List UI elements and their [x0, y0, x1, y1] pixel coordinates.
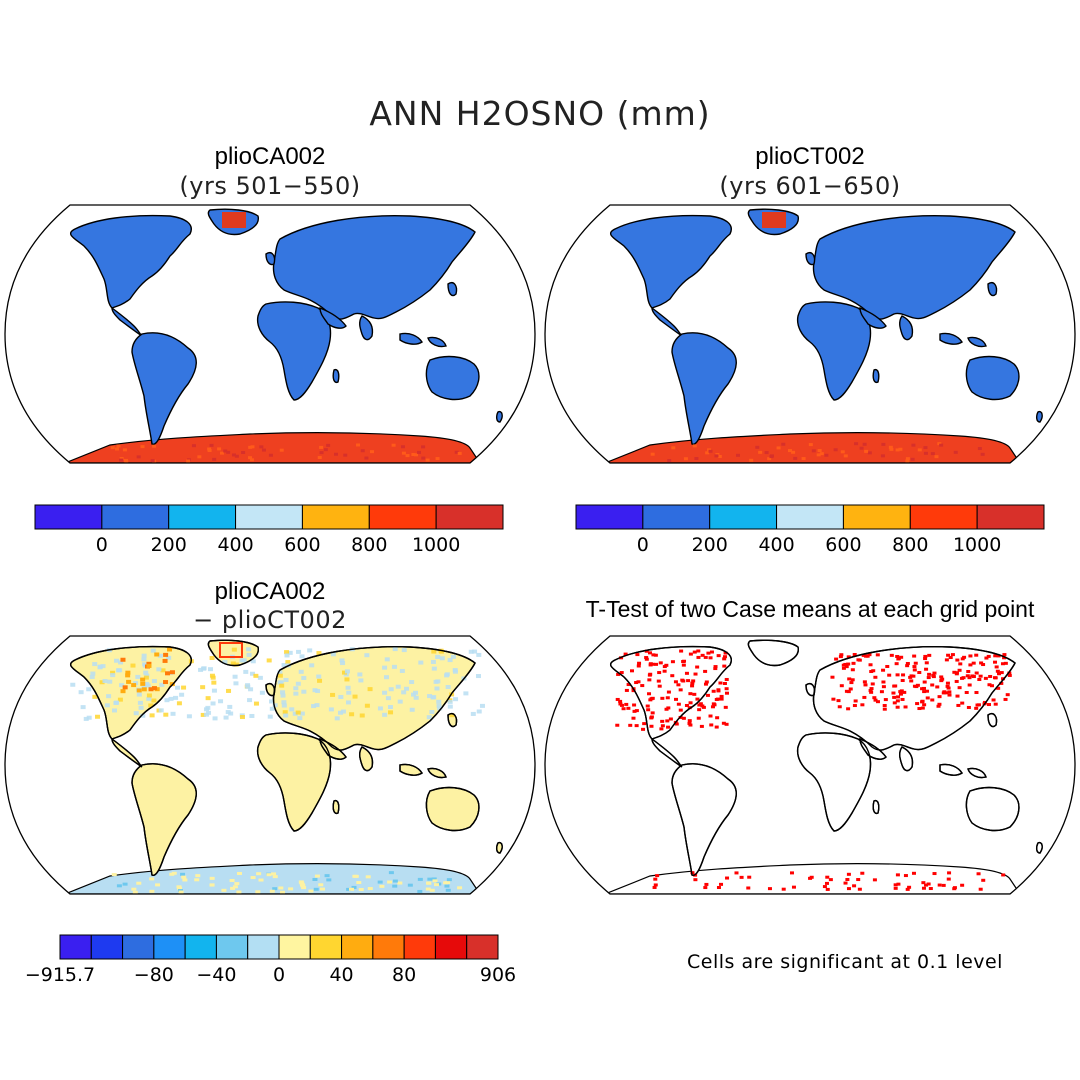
panel-bl-minus: − plioCT002 — [193, 606, 347, 634]
colorbar-swatch — [184, 934, 217, 960]
colorbar-label: 906 — [480, 964, 516, 986]
colorbar-swatch — [776, 504, 844, 530]
colorbar-swatch — [122, 934, 155, 960]
map-difference — [4, 635, 536, 895]
panel-tl-years: (yrs 501−550) — [179, 172, 361, 200]
colorbar-swatch — [403, 934, 436, 960]
colorbar-swatch — [168, 504, 237, 530]
colorbar-label: 600 — [825, 534, 861, 556]
colorbar-swatch — [153, 934, 186, 960]
colorbar-swatch — [101, 504, 170, 530]
panel-tr-years: (yrs 601−650) — [719, 172, 901, 200]
colorbar-swatch — [435, 504, 504, 530]
colorbar-swatch — [368, 504, 437, 530]
colorbar-swatch — [372, 934, 405, 960]
colorbar-label: 400 — [217, 534, 253, 556]
panel-tl-case: plioCA002 — [214, 143, 326, 170]
colorbar-top-right: 0 200 400 600 800 1000 — [575, 504, 1045, 556]
colorbar-swatch — [247, 934, 280, 960]
greenland-icecap — [762, 212, 786, 228]
colorbar-swatch — [235, 504, 303, 530]
colorbar-swatch — [34, 504, 103, 530]
colorbar-label: 800 — [351, 534, 387, 556]
colorbar-label: 0 — [637, 534, 649, 556]
colorbar-label: 40 — [329, 964, 353, 986]
colorbar-swatch — [59, 934, 92, 960]
colorbar-swatch — [709, 504, 778, 530]
colorbar-swatch — [341, 934, 374, 960]
figure-title: ANN H2OSNO (mm) — [369, 94, 711, 133]
colorbar-difference: −915.7 −80 −40 0 40 80 906 — [25, 934, 516, 986]
colorbar-label: 600 — [284, 534, 320, 556]
colorbar-label: 0 — [96, 534, 108, 556]
colorbar-top-left: 0 200 400 600 800 1000 — [34, 504, 504, 556]
colorbar-swatch — [575, 504, 644, 530]
colorbar-label: 400 — [758, 534, 794, 556]
colorbar-swatch — [976, 504, 1045, 530]
colorbar-swatch — [215, 934, 249, 960]
greenland-icecap — [222, 212, 246, 228]
colorbar-swatch — [278, 934, 311, 960]
colorbar-swatch — [301, 504, 370, 530]
colorbar-swatch — [90, 934, 124, 960]
colorbar-swatch — [842, 504, 911, 530]
colorbar-label: 200 — [151, 534, 187, 556]
significance-note: Cells are significant at 0.1 level — [687, 951, 1003, 973]
colorbar-label: 1000 — [412, 534, 460, 556]
colorbar-label: −915.7 — [25, 964, 95, 986]
map-ttest — [544, 635, 1076, 895]
panel-br-title: T-Test of two Case means at each grid po… — [585, 596, 1035, 622]
colorbar-label: 80 — [392, 964, 416, 986]
map-plioCA002 — [4, 204, 536, 464]
colorbar-swatch — [466, 934, 499, 960]
colorbar-label: −40 — [196, 964, 236, 986]
greenland-anomaly — [219, 642, 243, 658]
colorbar-label: 200 — [692, 534, 728, 556]
colorbar-swatch — [434, 934, 468, 960]
panel-tr-case: plioCT002 — [755, 143, 865, 170]
colorbar-label: 0 — [273, 964, 285, 986]
colorbar-label: 800 — [892, 534, 928, 556]
panel-bl-case: plioCA002 — [214, 578, 326, 605]
colorbar-swatch — [642, 504, 711, 530]
colorbar-swatch — [909, 504, 978, 530]
map-plioCT002 — [544, 204, 1076, 464]
colorbar-label: 1000 — [953, 534, 1001, 556]
colorbar-swatch — [309, 934, 343, 960]
colorbar-label: −80 — [134, 964, 174, 986]
